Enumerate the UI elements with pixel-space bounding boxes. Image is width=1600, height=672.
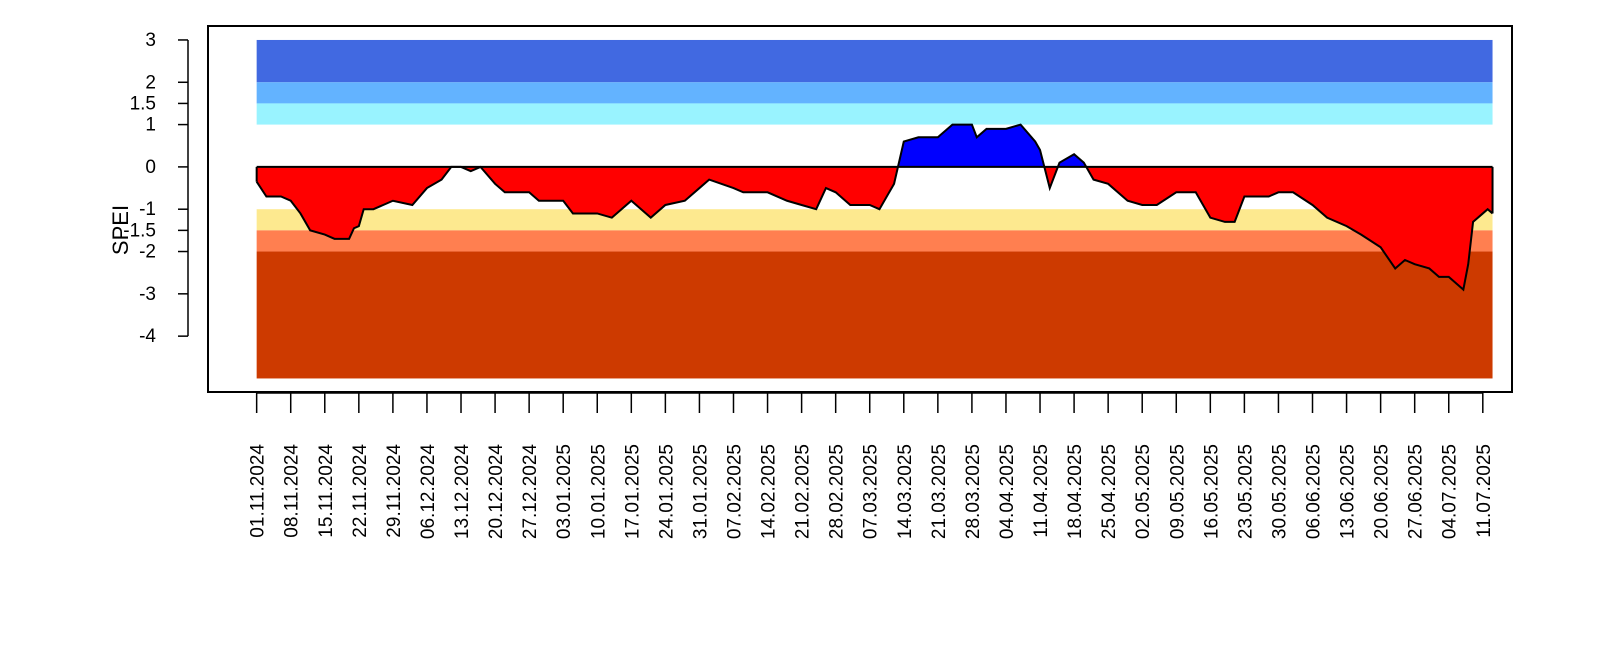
x-tick-label: 14.02.2025 — [759, 444, 780, 539]
x-tick-label: 13.12.2024 — [452, 444, 473, 540]
x-tick-label: 16.05.2025 — [1201, 444, 1222, 539]
x-tick-label: 01.11.2024 — [248, 444, 269, 538]
x-tick-label: 22.11.2024 — [350, 444, 371, 538]
y-tick-label: 1 — [145, 115, 156, 136]
spei-band — [256, 251, 1493, 379]
x-tick-label: 14.03.2025 — [895, 444, 916, 539]
x-tick-label: 02.05.2025 — [1133, 444, 1154, 539]
x-tick-label: 21.02.2025 — [793, 444, 814, 539]
x-tick-label: 06.06.2025 — [1304, 444, 1325, 539]
x-tick-label: 11.04.2025 — [1031, 444, 1052, 538]
y-tick-label: -2 — [139, 242, 156, 263]
y-tick-label: 3 — [145, 30, 156, 51]
y-tick-label: -1 — [139, 199, 156, 220]
x-tick-label: 06.12.2024 — [418, 444, 439, 540]
x-tick-label: 23.05.2025 — [1235, 444, 1256, 539]
x-tick-label: 27.12.2024 — [520, 444, 541, 540]
y-axis-label: SPEI — [108, 205, 133, 255]
y-tick-label: -1.5 — [123, 220, 156, 241]
x-tick-label: 07.03.2025 — [861, 444, 882, 539]
y-tick-label: 0 — [145, 157, 156, 178]
y-tick-label: 1.5 — [130, 93, 156, 114]
x-tick-label: 30.05.2025 — [1269, 444, 1290, 539]
spei-band — [256, 39, 1493, 83]
x-tick-label: 04.04.2025 — [997, 444, 1018, 539]
x-tick-label: 08.11.2024 — [282, 444, 303, 538]
y-tick-label: -4 — [139, 326, 156, 347]
x-tick-label: 25.04.2025 — [1099, 444, 1120, 539]
x-tick-label: 09.05.2025 — [1167, 444, 1188, 539]
spei-band — [256, 230, 1493, 252]
x-tick-label: 17.01.2025 — [622, 444, 643, 539]
x-tick-label: 13.06.2025 — [1338, 444, 1359, 539]
x-tick-label: 24.01.2025 — [656, 444, 677, 539]
x-tick-label: 31.01.2025 — [690, 444, 711, 539]
x-tick-label: 27.06.2025 — [1406, 444, 1427, 539]
y-tick-label: -3 — [139, 284, 156, 305]
x-tick-label: 07.02.2025 — [724, 444, 745, 539]
x-tick-label: 10.01.2025 — [588, 444, 609, 539]
x-tick-label: 20.06.2025 — [1372, 444, 1393, 539]
x-tick-label: 03.01.2025 — [554, 444, 575, 539]
x-tick-label: 28.03.2025 — [963, 444, 984, 539]
x-tick-label: 21.03.2025 — [929, 444, 950, 539]
x-tick-label: 20.12.2024 — [486, 444, 507, 540]
x-tick-label: 18.04.2025 — [1065, 444, 1086, 539]
y-tick-label: 2 — [145, 72, 156, 93]
spei-line — [255, 123, 1494, 292]
x-tick-label: 29.11.2024 — [384, 444, 405, 538]
x-tick-label: 28.02.2025 — [827, 444, 848, 539]
spei-band — [256, 103, 1493, 125]
x-tick-label: 15.11.2024 — [316, 444, 337, 538]
spei-band — [256, 209, 1493, 231]
x-tick-label: 11.07.2025 — [1474, 444, 1495, 538]
plot-frame — [207, 25, 1513, 393]
spei-band — [256, 82, 1493, 104]
x-tick-label: 04.07.2025 — [1440, 444, 1461, 539]
